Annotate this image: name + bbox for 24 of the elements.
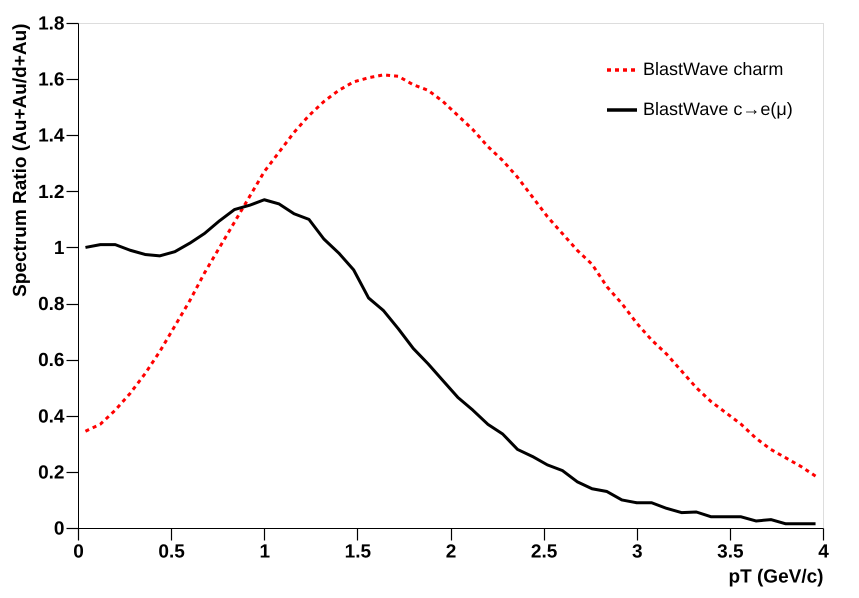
x-tick-label: 1: [259, 542, 270, 562]
y-tick-label: 1.6: [38, 70, 64, 91]
y-tick-label: 0: [54, 518, 64, 540]
x-tick-label: 1.5: [344, 542, 372, 562]
legend-label: BlastWave c→e(μ): [643, 99, 793, 119]
y-tick-label: 0.6: [38, 350, 64, 372]
y-tick-label: 0.8: [38, 294, 64, 316]
x-tick-label: 0: [73, 542, 84, 562]
x-tick-label: 4: [818, 542, 830, 562]
y-tick-label: 1.8: [38, 14, 64, 34]
x-tick-label: 2: [446, 542, 456, 562]
y-tick-label: 1.4: [38, 126, 65, 147]
y-tick-label: 0.2: [38, 462, 64, 484]
x-tick-label: 3.5: [717, 542, 744, 562]
x-tick-label: 3: [632, 542, 643, 562]
y-tick-label: 0.4: [38, 406, 65, 428]
legend-label: BlastWave charm: [643, 59, 784, 79]
x-tick-label: 2.5: [530, 542, 558, 562]
x-tick-label: 0.5: [158, 542, 186, 562]
x-axis-title: pT (GeV/c): [728, 566, 824, 588]
y-tick-label: 1: [54, 238, 65, 259]
y-axis-title: Spectrum Ratio (Au+Au/d+Au): [10, 24, 32, 297]
line-series: [84, 198, 818, 526]
y-tick-label: 1.2: [38, 182, 64, 203]
